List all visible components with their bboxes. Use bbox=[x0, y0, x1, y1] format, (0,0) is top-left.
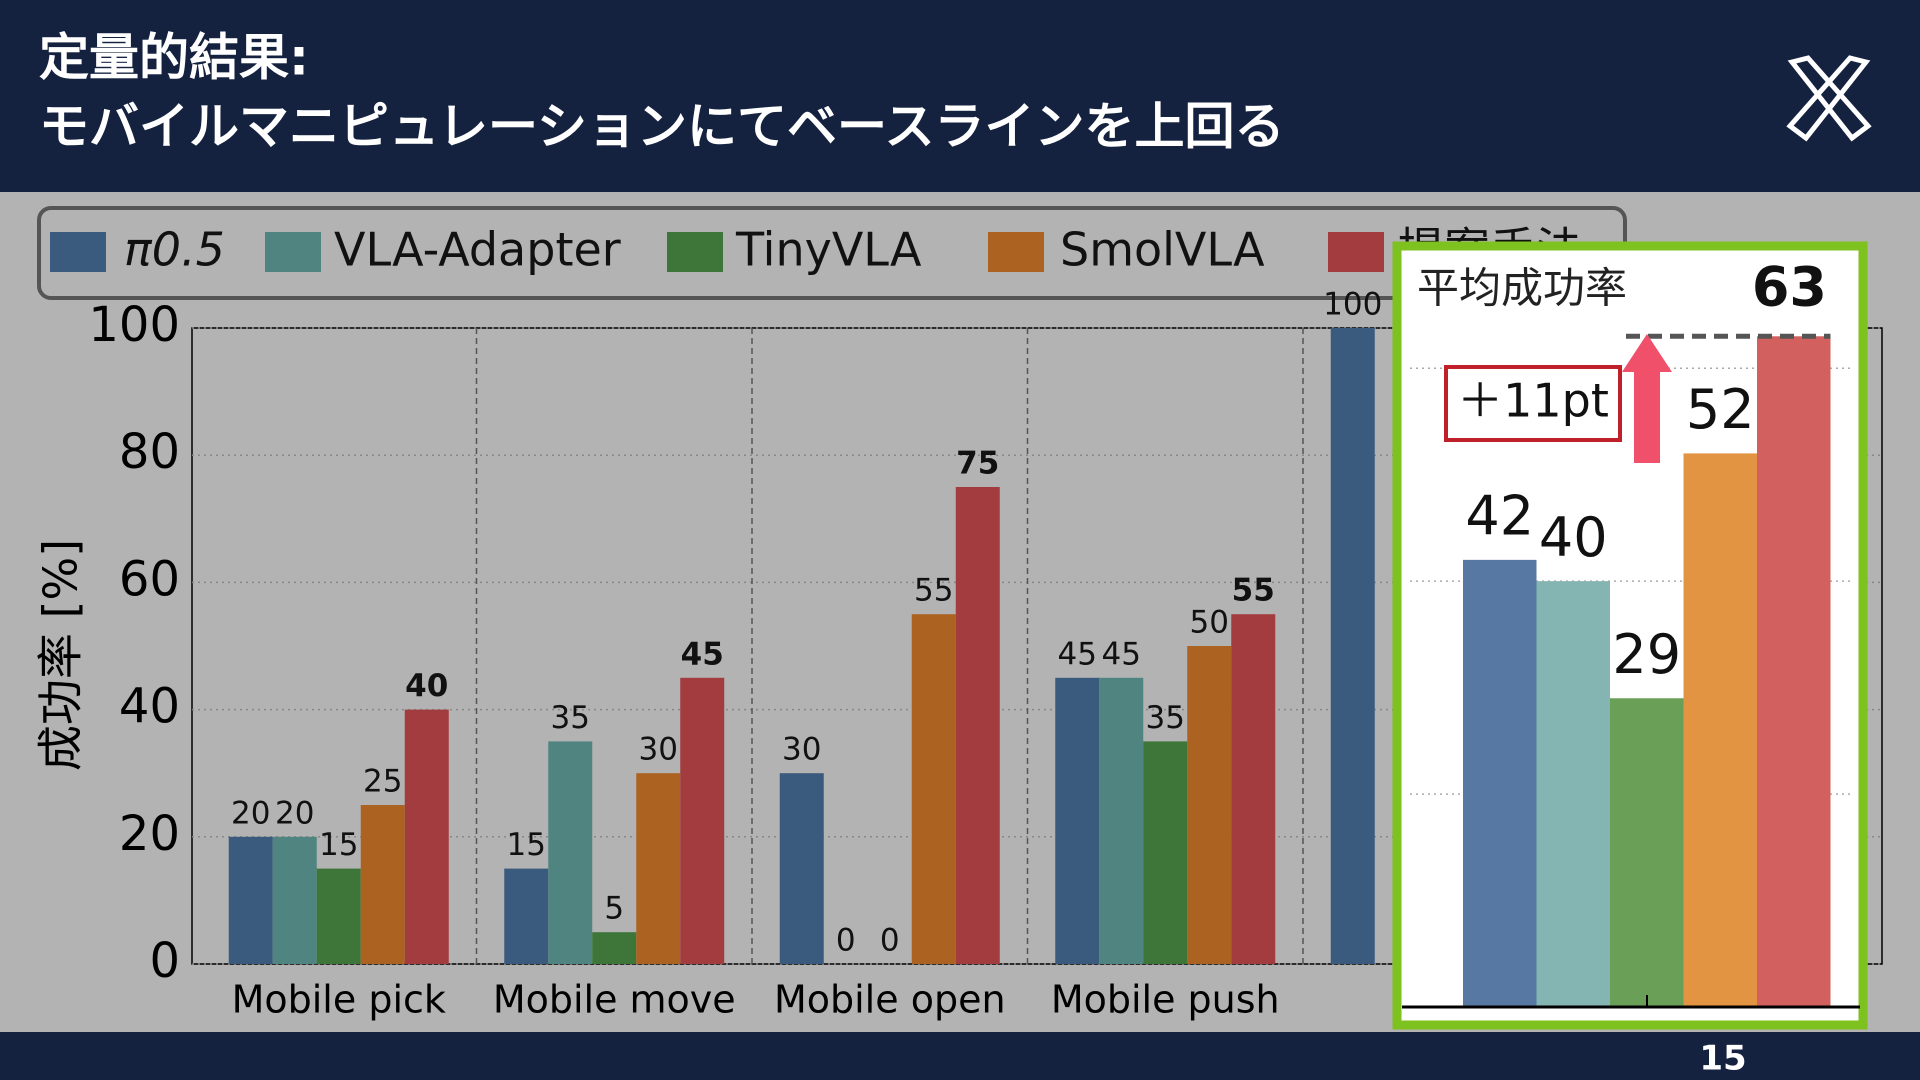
header-band bbox=[0, 0, 1920, 192]
legend-label: TinyVLA bbox=[735, 223, 922, 277]
value-label: 42 bbox=[1465, 485, 1534, 548]
bar bbox=[316, 868, 361, 964]
value-label: 20 bbox=[231, 795, 270, 831]
bar bbox=[680, 677, 725, 964]
value-label: 35 bbox=[551, 700, 590, 736]
value-label: 55 bbox=[1232, 573, 1275, 609]
value-label: 20 bbox=[275, 795, 314, 831]
bar bbox=[504, 868, 549, 964]
legend-swatch bbox=[265, 232, 321, 272]
value-label: 50 bbox=[1190, 605, 1229, 641]
inset-title: 平均成功率 bbox=[1417, 264, 1627, 313]
value-label: 45 bbox=[1102, 636, 1141, 672]
y-tick-label: 40 bbox=[119, 679, 180, 735]
plot-area bbox=[191, 327, 1883, 965]
bar bbox=[636, 773, 681, 964]
value-label: 5 bbox=[604, 891, 624, 927]
x-tick-label: Mobile push bbox=[1051, 978, 1280, 1022]
bar bbox=[404, 709, 449, 964]
bar bbox=[1683, 453, 1757, 1007]
slide-title: モバイルマニピュレーションにてベースラインを上回る bbox=[39, 98, 1285, 156]
slide-title: 定量的結果: bbox=[39, 29, 309, 87]
annotation-box bbox=[1444, 365, 1622, 442]
bar bbox=[548, 741, 593, 964]
value-label: 40 bbox=[1539, 506, 1608, 569]
y-tick-label: 20 bbox=[119, 806, 180, 862]
bar bbox=[272, 836, 317, 964]
value-label: 30 bbox=[639, 732, 678, 768]
y-axis-label: 成功率 [%] bbox=[34, 539, 88, 771]
bar bbox=[1536, 581, 1610, 1007]
legend-swatch bbox=[988, 232, 1044, 272]
bar bbox=[1330, 328, 1375, 964]
bar bbox=[1099, 677, 1144, 964]
x-tick-label: Mobile open bbox=[774, 978, 1006, 1022]
value-label: 45 bbox=[681, 636, 724, 672]
logo bbox=[1786, 55, 1872, 142]
value-label: 75 bbox=[956, 446, 999, 482]
y-tick-label: 60 bbox=[119, 551, 180, 607]
value-label: 100 bbox=[1323, 287, 1382, 323]
bar bbox=[1055, 677, 1100, 964]
bar bbox=[1143, 741, 1188, 964]
value-label: 40 bbox=[405, 668, 448, 704]
legend-swatch bbox=[1328, 232, 1384, 272]
legend-swatch bbox=[50, 232, 106, 272]
value-label: 0 bbox=[880, 923, 900, 959]
bar bbox=[360, 805, 405, 964]
bar bbox=[592, 932, 637, 964]
bar bbox=[1231, 614, 1276, 964]
y-tick-label: 0 bbox=[149, 933, 180, 989]
value-label: 25 bbox=[363, 764, 402, 800]
value-label: 29 bbox=[1612, 623, 1681, 686]
bar bbox=[1757, 336, 1831, 1007]
value-label: 30 bbox=[782, 732, 821, 768]
legend-label: SmolVLA bbox=[1060, 223, 1265, 277]
legend-label: π0.5 bbox=[124, 223, 225, 277]
legend-label: VLA-Adapter bbox=[334, 223, 621, 277]
bar bbox=[1187, 646, 1232, 964]
page-number: 15 bbox=[1699, 1039, 1746, 1079]
value-label: 45 bbox=[1058, 636, 1097, 672]
value-label: 52 bbox=[1686, 378, 1755, 441]
improvement-arrow bbox=[1622, 334, 1672, 463]
bar bbox=[228, 836, 273, 964]
bar bbox=[1610, 698, 1684, 1007]
x-tick-label: Mobile pick bbox=[232, 978, 446, 1022]
legend-swatch bbox=[667, 232, 723, 272]
y-tick-label: 80 bbox=[119, 424, 180, 480]
main-chart: 0 20 40 60 80 100 成功率 [%] Mobile pick Mobile mov… bbox=[34, 223, 1883, 1022]
value-label: 15 bbox=[319, 827, 358, 863]
annotation: ＋11pt bbox=[1457, 374, 1609, 428]
x-tick-label: Mobile move bbox=[493, 978, 736, 1022]
value-label: 35 bbox=[1146, 700, 1185, 736]
bar bbox=[779, 773, 824, 964]
value-label: 0 bbox=[836, 923, 856, 959]
bar bbox=[911, 614, 956, 964]
value-label: 15 bbox=[507, 827, 546, 863]
footer-band bbox=[0, 1032, 1920, 1080]
value-label: 63 bbox=[1752, 256, 1827, 319]
y-tick-label: 100 bbox=[88, 297, 180, 353]
bar bbox=[1463, 559, 1537, 1007]
bar bbox=[955, 487, 1000, 964]
value-label: 55 bbox=[914, 573, 953, 609]
